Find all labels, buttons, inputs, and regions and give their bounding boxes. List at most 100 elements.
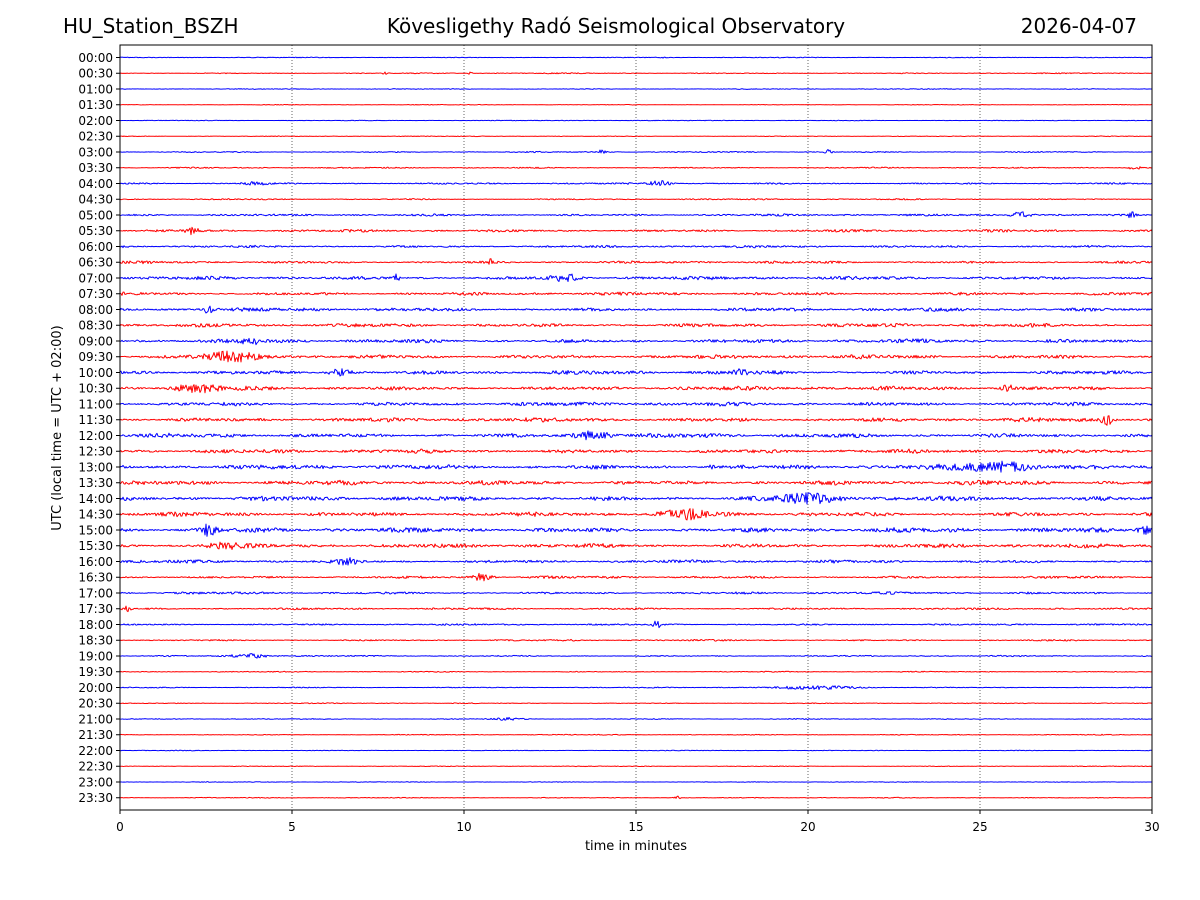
y-tick-label: 04:00 bbox=[78, 177, 113, 191]
y-tick-label: 17:30 bbox=[78, 602, 113, 616]
y-tick-label: 10:00 bbox=[78, 366, 113, 380]
y-tick-label: 10:30 bbox=[78, 382, 113, 396]
y-tick-label: 06:00 bbox=[78, 240, 113, 254]
y-axis-label: UTC (local time = UTC + 02:00) bbox=[50, 325, 65, 530]
y-tick-label: 23:30 bbox=[78, 791, 113, 805]
y-tick-label: 00:00 bbox=[78, 51, 113, 65]
trace-2100 bbox=[119, 716, 1153, 721]
y-tick-label: 13:00 bbox=[78, 460, 113, 474]
trace-0200 bbox=[119, 119, 1153, 122]
y-tick-label: 09:00 bbox=[78, 334, 113, 348]
trace-1830 bbox=[119, 638, 1153, 642]
trace-1500 bbox=[119, 523, 1153, 537]
station-name: HU_Station_BSZH bbox=[63, 14, 239, 38]
y-tick-label: 21:00 bbox=[78, 712, 113, 726]
y-tick-label: 22:00 bbox=[78, 744, 113, 758]
trace-0300 bbox=[119, 149, 1153, 154]
y-tick-label: 23:00 bbox=[78, 775, 113, 789]
trace-1330 bbox=[119, 479, 1153, 486]
y-tick-label: 15:00 bbox=[78, 523, 113, 537]
trace-0230 bbox=[119, 135, 1153, 138]
trace-0530 bbox=[119, 226, 1153, 236]
trace-2300 bbox=[119, 781, 1153, 783]
y-tick-label: 05:00 bbox=[78, 208, 113, 222]
trace-1000 bbox=[119, 368, 1153, 377]
y-tick-label: 02:00 bbox=[78, 114, 113, 128]
y-tick-label: 08:30 bbox=[78, 319, 113, 333]
y-tick-label: 16:00 bbox=[78, 555, 113, 569]
trace-1730 bbox=[119, 605, 1153, 613]
trace-2000 bbox=[119, 685, 1153, 690]
y-tick-label: 20:30 bbox=[78, 697, 113, 711]
trace-1430 bbox=[119, 508, 1153, 521]
trace-1100 bbox=[119, 401, 1153, 407]
y-tick-label: 04:30 bbox=[78, 193, 113, 207]
y-tick-label: 14:00 bbox=[78, 492, 113, 506]
trace-2200 bbox=[119, 749, 1153, 752]
y-tick-label: 18:30 bbox=[78, 634, 113, 648]
trace-1300 bbox=[119, 460, 1153, 473]
trace-1530 bbox=[119, 541, 1153, 550]
trace-1600 bbox=[119, 557, 1153, 566]
y-tick-label: 02:30 bbox=[78, 130, 113, 144]
trace-0500 bbox=[119, 211, 1153, 219]
trace-2230 bbox=[119, 765, 1153, 768]
y-tick-label: 14:30 bbox=[78, 508, 113, 522]
trace-2030 bbox=[119, 702, 1153, 705]
trace-0400 bbox=[119, 180, 1153, 187]
x-axis: 0 5 10 15 20 25 30 bbox=[116, 810, 1160, 834]
trace-0730 bbox=[119, 291, 1153, 296]
trace-0430 bbox=[119, 198, 1153, 201]
x-tick-label: 30 bbox=[1144, 820, 1159, 834]
grid-lines bbox=[291, 45, 981, 810]
y-tick-label: 09:30 bbox=[78, 350, 113, 364]
x-tick-label: 20 bbox=[800, 820, 815, 834]
y-tick-label: 21:30 bbox=[78, 728, 113, 742]
trace-1030 bbox=[119, 384, 1153, 394]
y-tick-label: 15:30 bbox=[78, 539, 113, 553]
trace-1200 bbox=[119, 430, 1153, 441]
trace-0030 bbox=[119, 71, 1153, 75]
trace-1630 bbox=[119, 572, 1153, 582]
trace-2130 bbox=[119, 733, 1153, 736]
y-tick-label: 12:00 bbox=[78, 429, 113, 443]
y-tick-label: 22:30 bbox=[78, 760, 113, 774]
y-tick-label: 05:30 bbox=[78, 224, 113, 238]
x-tick-label: 5 bbox=[288, 820, 296, 834]
trace-1900 bbox=[119, 653, 1153, 659]
y-tick-label: 08:00 bbox=[78, 303, 113, 317]
y-tick-label: 18:00 bbox=[78, 618, 113, 632]
x-tick-label: 25 bbox=[972, 820, 987, 834]
y-tick-label: 07:30 bbox=[78, 287, 113, 301]
x-tick-label: 10 bbox=[456, 820, 471, 834]
record-date: 2026-04-07 bbox=[1020, 14, 1137, 38]
trace-1400 bbox=[119, 492, 1153, 505]
trace-0800 bbox=[119, 305, 1153, 314]
y-tick-label: 20:00 bbox=[78, 681, 113, 695]
trace-1700 bbox=[119, 591, 1153, 595]
y-tick-label: 11:00 bbox=[78, 397, 113, 411]
trace-0130 bbox=[119, 103, 1153, 106]
y-tick-label: 12:30 bbox=[78, 445, 113, 459]
y-tick-label: 19:00 bbox=[78, 649, 113, 663]
y-tick-label: 13:30 bbox=[78, 476, 113, 490]
y-tick-label: 03:00 bbox=[78, 145, 113, 159]
y-tick-label: 01:00 bbox=[78, 82, 113, 96]
y-tick-label: 16:30 bbox=[78, 571, 113, 585]
y-tick-label: 07:00 bbox=[78, 271, 113, 285]
x-tick-label: 0 bbox=[116, 820, 124, 834]
trace-1230 bbox=[119, 448, 1153, 454]
y-tick-label: 19:30 bbox=[78, 665, 113, 679]
trace-1800 bbox=[119, 620, 1153, 629]
x-tick-label: 15 bbox=[628, 820, 643, 834]
y-tick-label: 11:30 bbox=[78, 413, 113, 427]
trace-0900 bbox=[119, 337, 1153, 346]
trace-0700 bbox=[119, 273, 1153, 283]
trace-0930 bbox=[119, 350, 1153, 363]
trace-0100 bbox=[119, 88, 1153, 90]
trace-1130 bbox=[119, 415, 1153, 426]
trace-0600 bbox=[119, 244, 1153, 249]
seismogram-traces bbox=[119, 56, 1153, 800]
